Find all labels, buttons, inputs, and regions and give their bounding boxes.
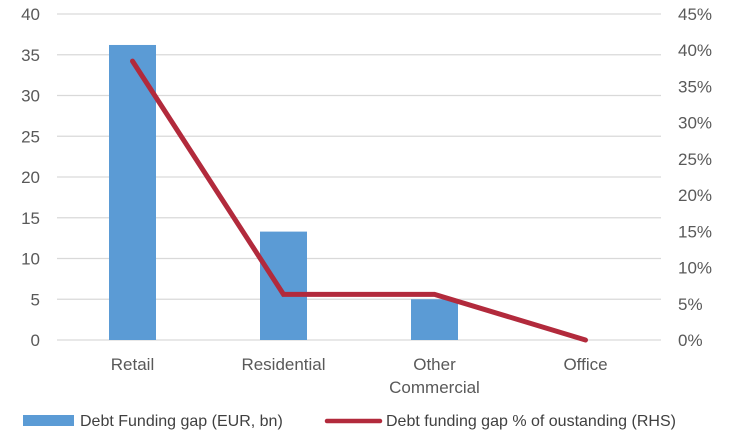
legend-bar-swatch [23,415,74,426]
left-tick-label: 10 [21,250,40,269]
category-labels: Retail Residential Other Commercial Office [111,355,608,397]
category-label: Commercial [389,378,480,397]
category-label: Retail [111,355,154,374]
bar [109,44,156,340]
right-tick-label: 0% [678,331,703,350]
right-tick-label: 10% [678,259,712,278]
bar-series [109,44,458,340]
right-tick-label: 30% [678,114,712,133]
left-tick-label: 15 [21,209,40,228]
right-tick-label: 5% [678,295,703,314]
bar [411,299,458,340]
right-tick-label: 25% [678,150,712,169]
right-tick-label: 20% [678,186,712,205]
line-point [132,60,133,62]
legend-bar-label: Debt Funding gap (EUR, bn) [80,413,283,430]
legend: Debt Funding gap (EUR, bn) Debt funding … [23,413,676,430]
left-tick-label: 40 [21,5,40,24]
left-tick-label: 30 [21,87,40,106]
right-tick-label: 40% [678,41,712,60]
legend-line-label: Debt funding gap % of oustanding (RHS) [386,413,676,430]
category-label: Residential [241,355,325,374]
line-series [130,58,588,343]
line-point [434,293,435,295]
left-tick-label: 35 [21,46,40,65]
series-line [130,58,588,343]
left-tick-label: 20 [21,168,40,187]
right-tick-label: 15% [678,222,712,241]
right-tick-label: 45% [678,5,712,24]
left-tick-label: 5 [31,290,40,309]
left-tick-label: 0 [31,331,40,350]
right-tick-label: 35% [678,77,712,96]
left-tick-label: 25 [21,127,40,146]
left-axis-ticks: 0 5 10 15 20 25 30 35 40 [21,5,40,350]
category-label: Office [563,355,607,374]
line-point [283,293,284,295]
bar [260,231,307,340]
right-axis-ticks: 0% 5% 10% 15% 20% 25% 30% 35% 40% 45% [678,5,712,350]
line-point [585,339,586,341]
category-label: Other [413,355,456,374]
